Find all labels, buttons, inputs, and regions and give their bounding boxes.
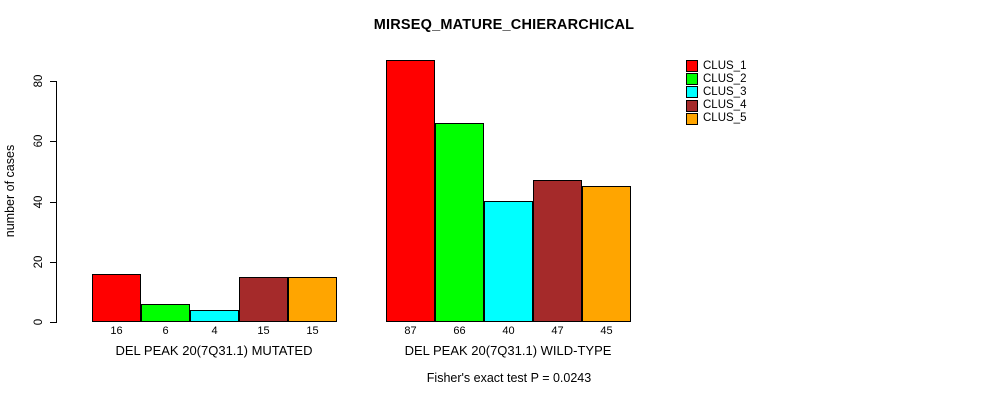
bar-clus_5-group2 [582, 186, 631, 322]
bar-clus_3-group2 [484, 201, 533, 322]
y-axis-tick-label: 80 [33, 74, 45, 88]
bar-value-label: 15 [257, 325, 270, 337]
bar-value-label: 40 [502, 325, 515, 337]
y-axis-tick-label: 20 [33, 255, 45, 269]
legend-swatch-clus_3 [686, 86, 698, 99]
bar-value-label: 4 [211, 325, 218, 337]
x-category-label-wildtype: DEL PEAK 20(7Q31.1) WILD-TYPE [404, 343, 612, 358]
bar-clus_2-group1 [141, 304, 190, 322]
bar-value-label: 87 [404, 325, 417, 337]
bar-value-label: 15 [306, 325, 319, 337]
bar-clus_2-group2 [435, 123, 484, 322]
legend-label-clus_4: CLUS_4 [703, 99, 747, 112]
y-axis-line [56, 81, 57, 323]
legend-swatch-clus_2 [686, 73, 698, 86]
y-axis-tick [50, 141, 56, 143]
y-axis-tick-label: 60 [33, 134, 45, 148]
bar-value-label: 66 [453, 325, 466, 337]
bar-clus_5-group1 [288, 277, 337, 322]
legend-label-clus_5: CLUS_5 [703, 112, 747, 125]
y-axis-tick [50, 261, 56, 263]
x-category-label-mutated: DEL PEAK 20(7Q31.1) MUTATED [115, 343, 313, 358]
bar-clus_1-group1 [92, 274, 141, 322]
bar-clus_4-group1 [239, 277, 288, 322]
y-axis-title: number of cases [3, 144, 17, 238]
bar-clus_3-group1 [190, 310, 239, 322]
bar-value-label: 16 [110, 325, 123, 337]
bar-value-label: 45 [600, 325, 613, 337]
legend-label-clus_1: CLUS_1 [703, 59, 747, 72]
legend-swatch-clus_5 [686, 112, 698, 125]
chart-title: MIRSEQ_MATURE_CHIERARCHICAL [373, 17, 635, 33]
y-axis-tick-label: 0 [33, 318, 45, 326]
legend-label-clus_3: CLUS_3 [703, 85, 747, 98]
bar-value-label: 47 [551, 325, 564, 337]
y-axis-tick [50, 201, 56, 203]
legend-swatch-clus_1 [686, 60, 698, 72]
legend-label-clus_2: CLUS_2 [703, 72, 747, 85]
bar-value-label: 6 [162, 325, 169, 337]
bar-clus_4-group2 [533, 180, 582, 322]
fisher-test-annotation: Fisher's exact test P = 0.0243 [426, 371, 592, 385]
y-axis-tick-label: 40 [33, 195, 45, 208]
legend-swatch-clus_4 [686, 99, 698, 112]
y-axis-tick [50, 81, 56, 82]
bar-clus_1-group2 [386, 60, 435, 322]
y-axis-tick [50, 322, 56, 323]
